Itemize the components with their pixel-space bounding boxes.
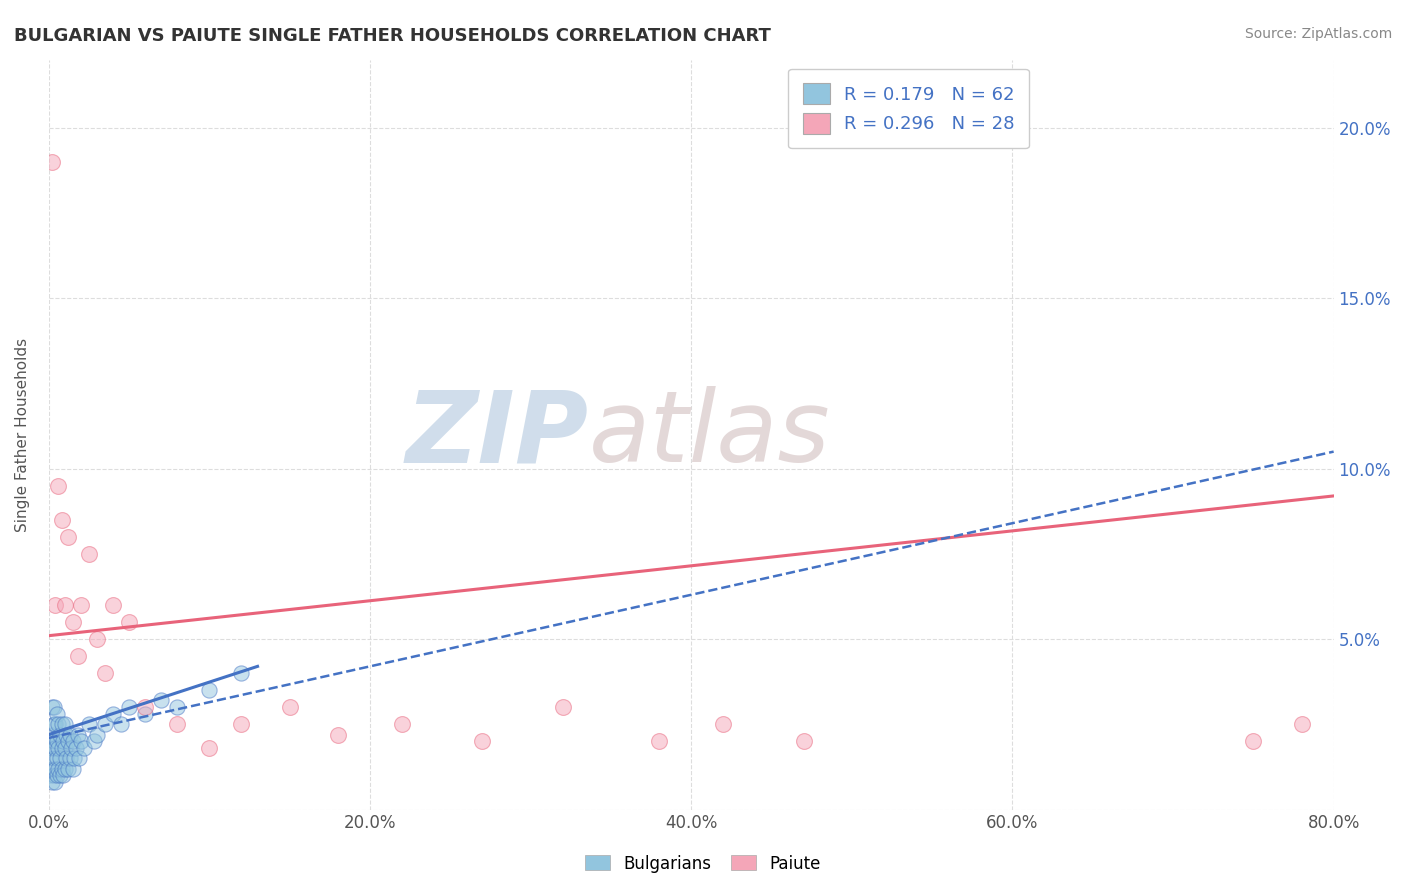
Point bbox=[60, 741, 83, 756]
Point bbox=[86, 727, 108, 741]
Point bbox=[231, 666, 253, 681]
Point bbox=[166, 700, 188, 714]
Text: BULGARIAN VS PAIUTE SINGLE FATHER HOUSEHOLDS CORRELATION CHART: BULGARIAN VS PAIUTE SINGLE FATHER HOUSEH… bbox=[14, 27, 770, 45]
Point bbox=[67, 751, 90, 765]
Point bbox=[134, 700, 156, 714]
Point bbox=[56, 530, 79, 544]
Point bbox=[101, 707, 124, 722]
Point bbox=[45, 751, 67, 765]
Point bbox=[65, 741, 87, 756]
Point bbox=[55, 751, 77, 765]
Point bbox=[56, 734, 79, 748]
Point bbox=[551, 700, 574, 714]
Text: ZIP: ZIP bbox=[405, 386, 588, 483]
Point bbox=[59, 727, 82, 741]
Point bbox=[391, 717, 413, 731]
Point bbox=[51, 513, 73, 527]
Text: atlas: atlas bbox=[588, 386, 830, 483]
Point bbox=[51, 762, 73, 776]
Point bbox=[101, 598, 124, 612]
Point bbox=[41, 762, 63, 776]
Point bbox=[42, 700, 65, 714]
Point bbox=[41, 775, 63, 789]
Point bbox=[53, 762, 76, 776]
Point bbox=[44, 717, 66, 731]
Point bbox=[41, 154, 63, 169]
Point bbox=[648, 734, 671, 748]
Point bbox=[42, 751, 65, 765]
Point bbox=[41, 741, 63, 756]
Point bbox=[134, 707, 156, 722]
Point bbox=[166, 717, 188, 731]
Point bbox=[51, 717, 73, 731]
Point bbox=[48, 762, 70, 776]
Point bbox=[62, 734, 84, 748]
Point bbox=[66, 727, 89, 741]
Point bbox=[118, 615, 141, 629]
Point bbox=[51, 741, 73, 756]
Point bbox=[231, 717, 253, 731]
Point bbox=[110, 717, 132, 731]
Point bbox=[66, 649, 89, 664]
Point bbox=[94, 717, 117, 731]
Point bbox=[39, 751, 62, 765]
Point bbox=[118, 700, 141, 714]
Point bbox=[42, 768, 65, 782]
Point bbox=[53, 598, 76, 612]
Legend: R = 0.179   N = 62, R = 0.296   N = 28: R = 0.179 N = 62, R = 0.296 N = 28 bbox=[789, 69, 1029, 148]
Point bbox=[1241, 734, 1264, 748]
Point bbox=[83, 734, 105, 748]
Point bbox=[49, 751, 72, 765]
Point bbox=[45, 707, 67, 722]
Point bbox=[326, 727, 349, 741]
Point bbox=[62, 762, 84, 776]
Point bbox=[1291, 717, 1313, 731]
Y-axis label: Single Father Households: Single Father Households bbox=[15, 337, 30, 532]
Point bbox=[55, 727, 77, 741]
Point bbox=[48, 741, 70, 756]
Point bbox=[198, 683, 221, 698]
Point bbox=[198, 741, 221, 756]
Point bbox=[41, 700, 63, 714]
Point bbox=[45, 734, 67, 748]
Point bbox=[53, 717, 76, 731]
Point bbox=[278, 700, 301, 714]
Point bbox=[44, 775, 66, 789]
Point bbox=[44, 762, 66, 776]
Legend: Bulgarians, Paiute: Bulgarians, Paiute bbox=[578, 848, 828, 880]
Point bbox=[471, 734, 494, 748]
Point bbox=[59, 751, 82, 765]
Point bbox=[49, 727, 72, 741]
Point bbox=[63, 751, 86, 765]
Point bbox=[150, 693, 173, 707]
Text: Source: ZipAtlas.com: Source: ZipAtlas.com bbox=[1244, 27, 1392, 41]
Point bbox=[94, 666, 117, 681]
Point bbox=[711, 717, 734, 731]
Point bbox=[77, 547, 100, 561]
Point bbox=[62, 615, 84, 629]
Point bbox=[53, 741, 76, 756]
Point bbox=[44, 598, 66, 612]
Point bbox=[70, 734, 93, 748]
Point bbox=[45, 768, 67, 782]
Point bbox=[52, 768, 75, 782]
Point bbox=[44, 741, 66, 756]
Point bbox=[48, 717, 70, 731]
Point bbox=[52, 734, 75, 748]
Point bbox=[39, 734, 62, 748]
Point bbox=[86, 632, 108, 646]
Point bbox=[42, 717, 65, 731]
Point bbox=[793, 734, 815, 748]
Point bbox=[42, 734, 65, 748]
Point bbox=[77, 717, 100, 731]
Point bbox=[49, 768, 72, 782]
Point bbox=[56, 762, 79, 776]
Point bbox=[70, 598, 93, 612]
Point bbox=[39, 768, 62, 782]
Point bbox=[48, 479, 70, 493]
Point bbox=[41, 727, 63, 741]
Point bbox=[73, 741, 96, 756]
